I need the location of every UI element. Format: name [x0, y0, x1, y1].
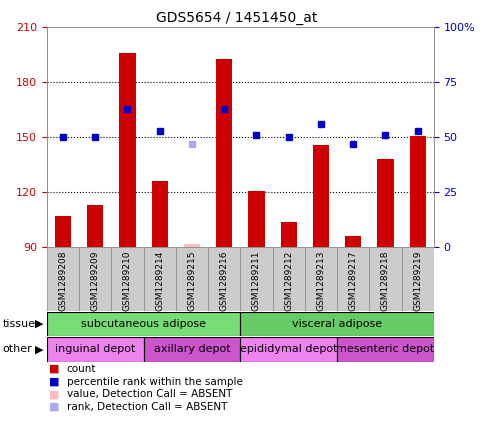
Bar [402, 247, 434, 311]
Text: GSM1289209: GSM1289209 [91, 250, 100, 311]
Text: GSM1289213: GSM1289213 [317, 250, 325, 311]
Bar [55, 216, 71, 247]
Bar [143, 247, 176, 311]
Bar [47, 337, 143, 362]
Text: rank, Detection Call = ABSENT: rank, Detection Call = ABSENT [67, 402, 227, 412]
Bar [216, 59, 232, 247]
Bar [281, 222, 297, 247]
Bar [79, 247, 111, 311]
Text: mesenteric depot: mesenteric depot [336, 344, 435, 354]
Bar [241, 247, 273, 311]
Text: value, Detection Call = ABSENT: value, Detection Call = ABSENT [67, 389, 232, 399]
Text: ▶: ▶ [35, 344, 43, 354]
Text: percentile rank within the sample: percentile rank within the sample [67, 376, 243, 387]
Bar [152, 181, 168, 247]
Text: count: count [67, 364, 96, 374]
Text: GSM1289214: GSM1289214 [155, 250, 164, 311]
Text: GSM1289210: GSM1289210 [123, 250, 132, 311]
Text: visceral adipose: visceral adipose [292, 319, 382, 329]
Bar [143, 337, 241, 362]
Text: axillary depot: axillary depot [154, 344, 230, 354]
Bar [208, 247, 240, 311]
Bar [111, 247, 143, 311]
Bar [345, 236, 361, 247]
Bar [378, 159, 393, 247]
Text: GSM1289218: GSM1289218 [381, 250, 390, 311]
Bar [273, 247, 305, 311]
Bar [248, 191, 265, 247]
Text: GSM1289219: GSM1289219 [413, 250, 422, 311]
Bar [47, 312, 241, 336]
Text: other: other [2, 344, 32, 354]
Text: GSM1289216: GSM1289216 [220, 250, 229, 311]
Text: subcutaneous adipose: subcutaneous adipose [81, 319, 206, 329]
Bar [337, 247, 369, 311]
Bar [241, 312, 434, 336]
Text: ▶: ▶ [35, 319, 43, 329]
Text: GSM1289217: GSM1289217 [349, 250, 358, 311]
Bar [410, 136, 426, 247]
Bar [305, 247, 337, 311]
Bar [241, 337, 337, 362]
Text: GDS5654 / 1451450_at: GDS5654 / 1451450_at [156, 11, 317, 25]
Bar [184, 244, 200, 247]
Text: tissue: tissue [2, 319, 35, 329]
Text: ■: ■ [49, 364, 60, 374]
Text: ■: ■ [49, 402, 60, 412]
Text: inguinal depot: inguinal depot [55, 344, 136, 354]
Bar [176, 247, 208, 311]
Bar [369, 247, 402, 311]
Text: GSM1289211: GSM1289211 [252, 250, 261, 311]
Bar [47, 247, 79, 311]
Text: ■: ■ [49, 389, 60, 399]
Bar [313, 145, 329, 247]
Text: GSM1289208: GSM1289208 [59, 250, 68, 311]
Bar [119, 53, 136, 247]
Text: GSM1289215: GSM1289215 [187, 250, 197, 311]
Bar [87, 205, 103, 247]
Bar [337, 337, 434, 362]
Text: GSM1289212: GSM1289212 [284, 250, 293, 311]
Text: ■: ■ [49, 376, 60, 387]
Text: epididymal depot: epididymal depot [240, 344, 338, 354]
